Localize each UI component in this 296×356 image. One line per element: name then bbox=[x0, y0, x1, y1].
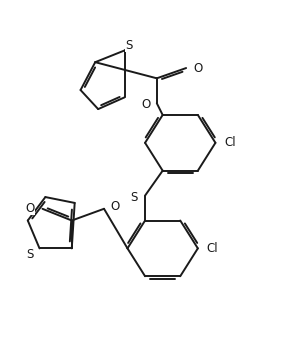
Text: S: S bbox=[125, 39, 133, 52]
Text: S: S bbox=[130, 190, 138, 204]
Text: Cl: Cl bbox=[224, 136, 236, 149]
Text: S: S bbox=[26, 248, 34, 261]
Text: O: O bbox=[194, 62, 203, 74]
Text: Cl: Cl bbox=[207, 242, 218, 255]
Text: O: O bbox=[26, 202, 35, 215]
Text: O: O bbox=[142, 98, 151, 111]
Text: O: O bbox=[110, 200, 119, 213]
